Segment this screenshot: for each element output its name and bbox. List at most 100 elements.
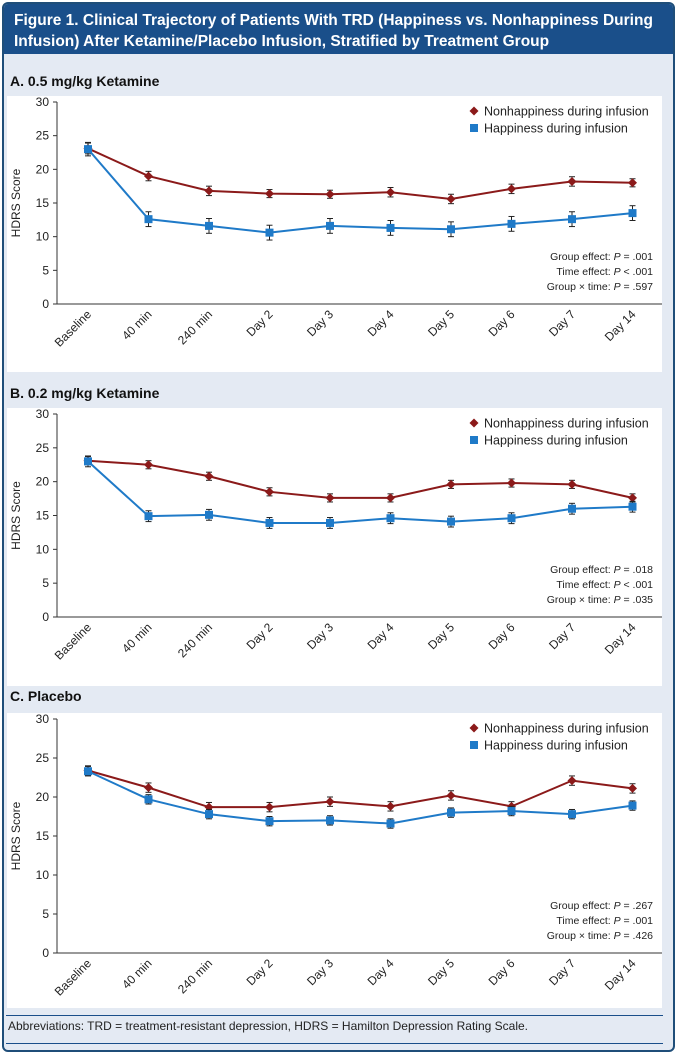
data-point-happiness (507, 514, 516, 523)
legend-label: Nonhappiness during infusion (484, 722, 649, 736)
data-point-nonhappiness (265, 802, 274, 812)
series-line-happiness (87, 770, 633, 825)
y-axis-label: HDRS Score (9, 801, 23, 870)
data-point-nonhappiness (325, 189, 335, 199)
y-tick-label: 20 (36, 475, 50, 489)
stat-annotation: Group effect: P = .001 (550, 251, 653, 263)
data-point-happiness (628, 801, 637, 810)
data-point-happiness (507, 807, 516, 816)
legend-square-marker (470, 741, 478, 749)
chart-card (7, 713, 662, 1008)
data-point-happiness (386, 819, 395, 828)
legend-diamond-marker (469, 418, 479, 428)
stat-annotation: Group effect: P = .267 (550, 900, 653, 912)
data-point-happiness (386, 514, 395, 523)
data-point-happiness (265, 228, 274, 237)
data-point-nonhappiness (265, 189, 274, 199)
y-tick-label: 0 (42, 946, 49, 960)
figure-title-line-1: Figure 1. Clinical Trajectory of Patient… (14, 12, 653, 29)
data-point-nonhappiness (507, 184, 516, 194)
data-point-happiness (84, 767, 92, 776)
legend-label: Happiness during infusion (484, 434, 628, 448)
footnote-bottom-rule (6, 1043, 663, 1044)
data-point-nonhappiness (507, 478, 516, 488)
y-tick-label: 25 (36, 441, 50, 455)
data-point-nonhappiness (628, 783, 637, 793)
data-point-nonhappiness (386, 187, 395, 197)
panel-title: A. 0.5 mg/kg Ketamine (10, 73, 160, 89)
series-line-nonhappiness (87, 769, 633, 809)
data-point-happiness (447, 517, 455, 526)
data-point-nonhappiness (325, 493, 335, 503)
stat-annotation: Group × time: P = .426 (547, 930, 653, 942)
data-point-happiness (386, 223, 395, 232)
panel-title: B. 0.2 mg/kg Ketamine (10, 385, 160, 401)
legend-diamond-marker (469, 723, 479, 733)
data-point-nonhappiness (144, 460, 153, 470)
stat-annotation: Time effect: P < .001 (556, 579, 653, 591)
y-tick-label: 15 (36, 509, 50, 523)
legend-label: Nonhappiness during infusion (484, 417, 649, 431)
data-point-happiness (205, 510, 213, 519)
y-tick-label: 20 (36, 790, 50, 804)
series-line-happiness (87, 148, 633, 234)
data-point-happiness (205, 810, 213, 819)
data-point-happiness (144, 215, 153, 224)
y-tick-label: 30 (36, 712, 50, 726)
stat-annotation: Group × time: P = .035 (547, 594, 653, 606)
data-point-nonhappiness (204, 471, 214, 481)
y-tick-label: 25 (36, 129, 50, 143)
data-point-nonhappiness (386, 801, 395, 811)
y-tick-label: 25 (36, 751, 50, 765)
data-point-happiness (84, 457, 92, 466)
legend-label: Nonhappiness during infusion (484, 105, 649, 119)
y-tick-label: 0 (42, 610, 49, 624)
y-tick-label: 30 (36, 407, 50, 421)
stat-annotation: Time effect: P < .001 (556, 266, 653, 278)
data-point-nonhappiness (628, 178, 637, 188)
data-point-nonhappiness (446, 479, 456, 489)
data-point-happiness (568, 215, 576, 224)
data-point-nonhappiness (204, 186, 214, 196)
data-point-happiness (568, 504, 576, 513)
y-tick-label: 20 (36, 162, 50, 176)
y-tick-label: 10 (36, 230, 50, 244)
data-point-happiness (568, 810, 576, 819)
series-line-nonhappiness (87, 147, 633, 200)
data-point-happiness (326, 816, 334, 825)
y-tick-label: 5 (42, 907, 49, 921)
data-point-nonhappiness (144, 783, 153, 793)
figure-title: Figure 1. Clinical Trajectory of Patient… (4, 4, 673, 54)
y-axis-label: HDRS Score (9, 481, 23, 550)
data-point-nonhappiness (144, 171, 153, 181)
footnote: Abbreviations: TRD = treatment-resistant… (8, 1019, 529, 1033)
chart-panel-1: A. 0.5 mg/kg Ketamine 0 5 10 15 20 25 30 HDRS Sc… (7, 73, 662, 372)
legend-label: Happiness during infusion (484, 122, 628, 136)
data-point-nonhappiness (567, 776, 577, 786)
data-point-happiness (447, 808, 455, 817)
series-line-nonhappiness (87, 459, 633, 499)
data-point-happiness (326, 221, 334, 230)
data-point-nonhappiness (325, 797, 335, 807)
data-point-nonhappiness (386, 493, 395, 503)
stat-annotation: Group × time: P = .597 (547, 281, 653, 293)
data-point-happiness (628, 502, 637, 511)
data-point-happiness (265, 518, 274, 527)
y-tick-label: 15 (36, 196, 50, 210)
figure-title-line-2: Infusion) After Ketamine/Placebo Infusio… (14, 33, 550, 50)
panel-title: C. Placebo (10, 688, 82, 704)
legend-label: Happiness during infusion (484, 739, 628, 753)
y-tick-label: 5 (42, 576, 49, 590)
y-axis-label: HDRS Score (9, 168, 23, 237)
legend-square-marker (470, 124, 478, 132)
chart-card (7, 408, 662, 686)
data-point-happiness (507, 219, 516, 228)
stat-annotation: Time effect: P = .001 (556, 915, 653, 927)
data-point-nonhappiness (446, 194, 456, 204)
y-tick-label: 5 (42, 263, 49, 277)
series-line-happiness (87, 460, 633, 524)
data-point-happiness (265, 817, 274, 826)
y-tick-label: 10 (36, 542, 50, 556)
